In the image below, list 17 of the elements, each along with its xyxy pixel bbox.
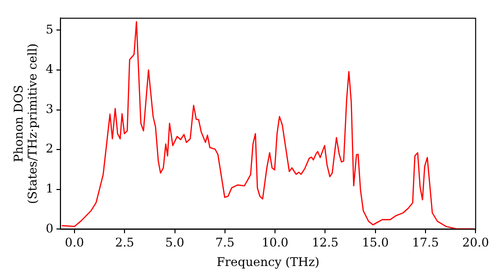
x-tick-label: 20.0 — [462, 236, 489, 250]
x-tick-label: 2.5 — [115, 236, 134, 250]
y-tick-label: 3 — [46, 102, 54, 116]
x-axis-title: Frequency (THz) — [216, 254, 320, 269]
x-tick-label: 12.5 — [312, 236, 339, 250]
x-tick-label: 5.0 — [165, 236, 184, 250]
x-tick-label: 17.5 — [412, 236, 439, 250]
y-axis-title: Phonon DOS (States/THz·primitive cell) — [11, 43, 40, 204]
y-tick-label: 2 — [46, 142, 54, 156]
y-tick-label: 1 — [46, 182, 54, 196]
y-tick-label: 5 — [46, 22, 54, 36]
x-tick-label: 10.0 — [262, 236, 288, 250]
x-tick-label: 7.5 — [215, 236, 234, 250]
y-tick-label: 0 — [46, 221, 54, 236]
x-tick-label: 15.0 — [362, 236, 389, 250]
x-tick-label: 0.0 — [64, 236, 84, 250]
y-tick-label: 4 — [46, 62, 54, 76]
